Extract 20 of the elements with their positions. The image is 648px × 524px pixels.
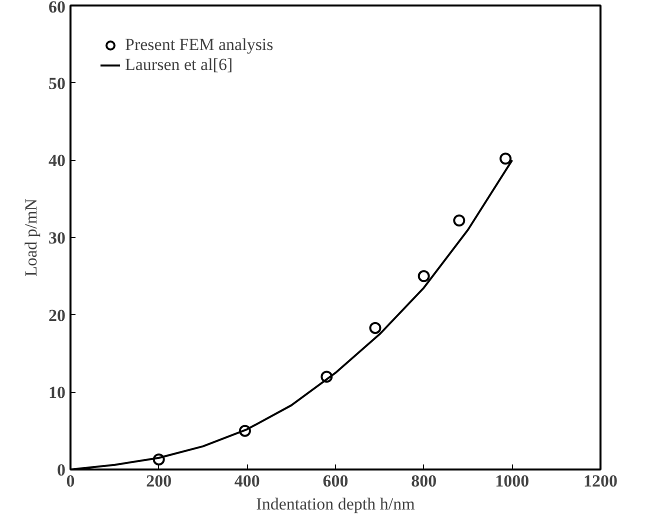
y-tick-label: 40 (48, 151, 66, 170)
x-tick-label: 800 (411, 472, 437, 490)
x-tick-label: 1200 (584, 472, 618, 490)
x-tick-label: 600 (322, 472, 348, 490)
legend-label: Laursen et al[6] (125, 55, 233, 75)
y-axis-title: Load p/mN (22, 198, 40, 276)
x-tick-label: 1000 (495, 472, 530, 490)
y-tick-label: 10 (48, 383, 66, 402)
x-axis-title: Indentation depth h/nm (256, 494, 415, 514)
point (418, 270, 430, 282)
x-tick-label: 200 (146, 472, 172, 490)
y-tick-label: 20 (48, 306, 66, 325)
x-tick-label: 400 (234, 472, 260, 490)
y-tick-label: 60 (48, 0, 66, 16)
y-tick-label: 50 (48, 74, 66, 93)
point (369, 322, 382, 334)
y-tick-label: 30 (48, 228, 66, 248)
point (500, 152, 512, 165)
legend-label: Present FEM analysis (125, 35, 274, 55)
point (453, 214, 466, 226)
